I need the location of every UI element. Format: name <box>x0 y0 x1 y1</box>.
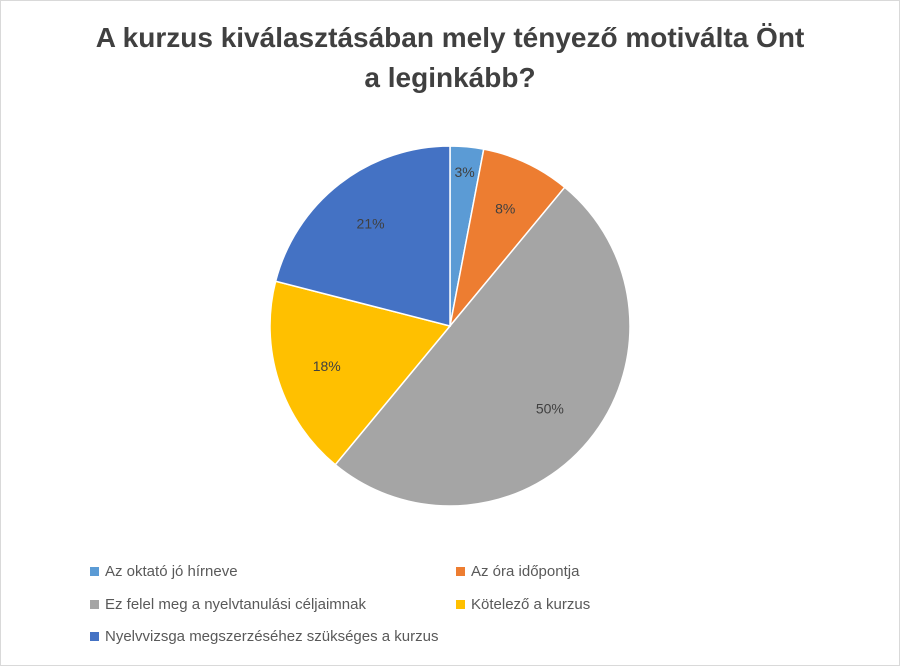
chart-title-line-2: a leginkább? <box>364 62 536 93</box>
pie-slice-nyelvvizsga <box>274 145 451 327</box>
legend-label-idopont: Az óra időpontja <box>471 563 580 580</box>
data-label-kotelezo: 18% <box>313 358 341 374</box>
chart-title: A kurzus kiválasztásában mely tényező mo… <box>60 18 840 98</box>
chart-title-line-1: A kurzus kiválasztásában mely tényező mo… <box>95 22 805 53</box>
pie-slice-idopont <box>449 148 566 327</box>
legend-label-oktato: Az oktató jó hírneve <box>105 563 238 580</box>
legend-label-nyelvvizsga: Nyelvvizsga megszerzéséhez szükséges a k… <box>105 628 439 645</box>
legend-item-celjaim: Ez felel meg a nyelvtanulási céljaimnak <box>90 596 366 613</box>
data-label-idopont: 8% <box>495 201 515 217</box>
data-label-oktato: 3% <box>454 164 474 180</box>
data-label-nyelvvizsga: 21% <box>357 216 385 232</box>
legend-label-celjaim: Ez felel meg a nyelvtanulási céljaimnak <box>105 596 366 613</box>
legend-swatch-nyelvvizsga <box>90 632 99 641</box>
legend-item-kotelezo: Kötelező a kurzus <box>456 596 590 613</box>
legend-swatch-kotelezo <box>456 600 465 609</box>
legend-label-kotelezo: Kötelező a kurzus <box>471 596 591 613</box>
legend-item-oktato: Az oktató jó hírneve <box>90 563 238 580</box>
legend-item-nyelvvizsga: Nyelvvizsga megszerzéséhez szükséges a k… <box>90 628 438 645</box>
legend-item-idopont: Az óra időpontja <box>456 563 579 580</box>
legend-swatch-celjaim <box>90 600 99 609</box>
pie-slice-kotelezo <box>269 280 452 466</box>
pie-slice-celjaim <box>334 186 631 507</box>
legend-swatch-oktato <box>90 567 99 576</box>
legend-swatch-idopont <box>456 567 465 576</box>
data-label-celjaim: 50% <box>536 401 564 417</box>
